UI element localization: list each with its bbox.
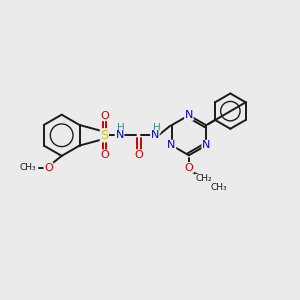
- Text: O: O: [100, 110, 109, 121]
- Text: N: N: [202, 140, 210, 150]
- Text: CH₃: CH₃: [20, 163, 36, 172]
- Text: O: O: [134, 150, 143, 160]
- Text: H: H: [117, 123, 125, 133]
- Text: CH₂: CH₂: [195, 174, 212, 183]
- Text: O: O: [44, 163, 53, 173]
- Text: N: N: [116, 130, 124, 140]
- Text: O: O: [184, 163, 193, 173]
- Text: H: H: [153, 123, 160, 133]
- Text: S: S: [100, 129, 108, 142]
- Text: N: N: [167, 140, 176, 150]
- Text: CH₃: CH₃: [211, 183, 227, 192]
- Text: N: N: [185, 110, 193, 120]
- Text: N: N: [151, 130, 159, 140]
- Text: O: O: [100, 150, 109, 160]
